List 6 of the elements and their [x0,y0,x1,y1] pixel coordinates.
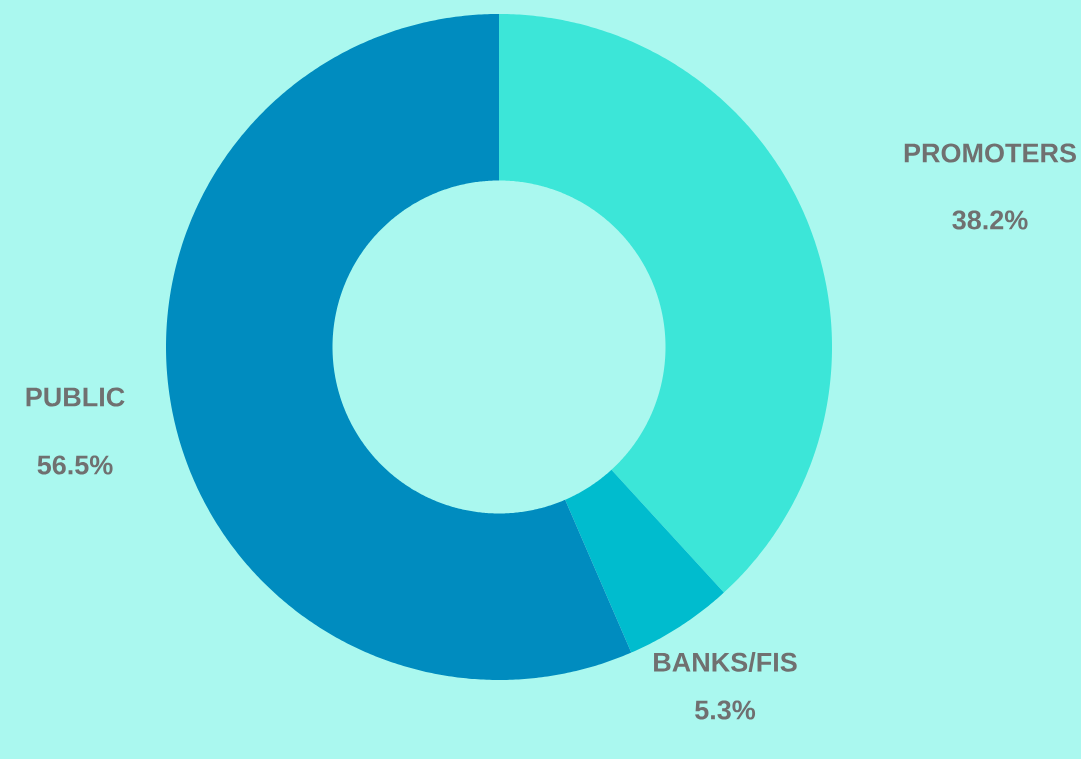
data-label: 56.5% [37,455,113,475]
data-label: 5.3% [695,700,756,720]
slice-label: PUBLIC [26,387,125,407]
data-label: 38.2% [952,210,1028,230]
slice-label: PROMOTERS [904,143,1076,163]
slice-label: BANKS/FIS [654,651,797,673]
